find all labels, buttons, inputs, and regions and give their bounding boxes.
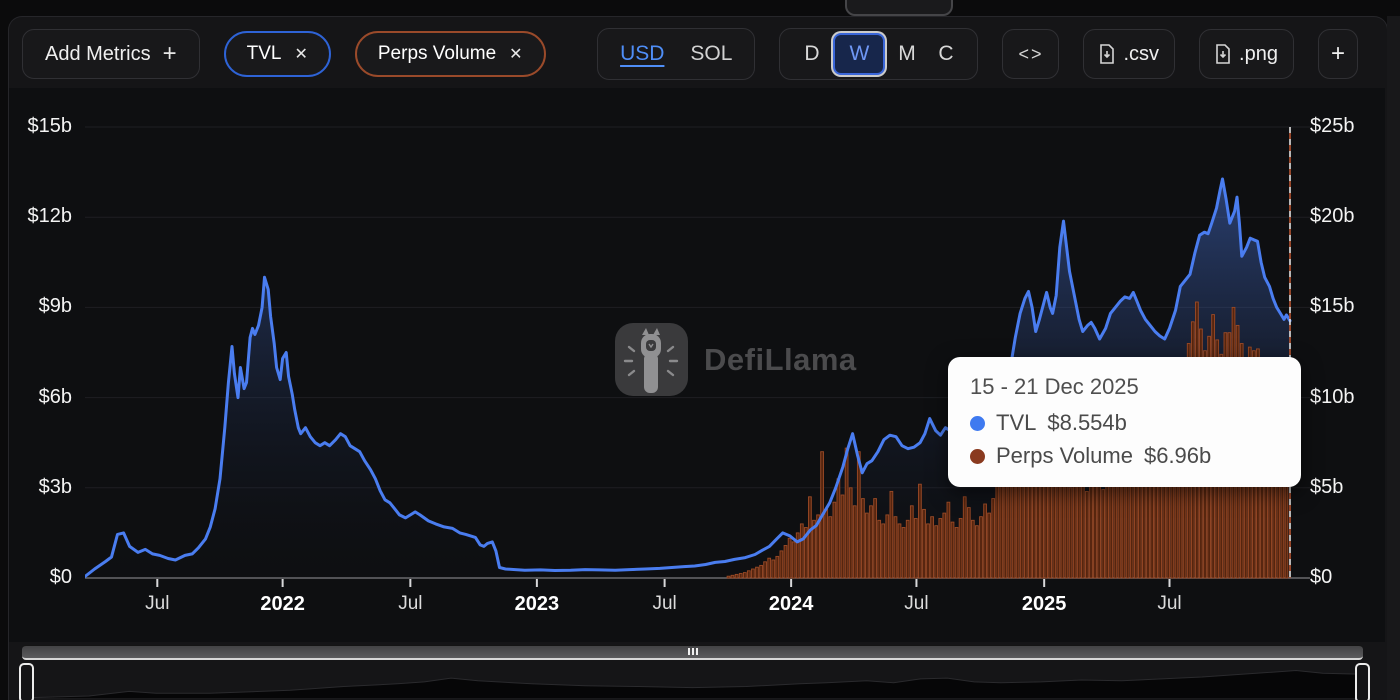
- tooltip-perps-value: $6.96b: [1143, 443, 1212, 468]
- right-edge-gutter: [1387, 16, 1400, 700]
- left-axis-tick-label: $9b: [38, 295, 72, 318]
- left-axis-tick-label: $0: [49, 566, 72, 588]
- left-axis-tick-label: $15b: [27, 115, 73, 137]
- main-chart-plot[interactable]: [85, 100, 1310, 592]
- left-axis-tick-label: $3b: [38, 475, 72, 498]
- x-axis-tick-label: Jul: [652, 593, 677, 614]
- close-icon[interactable]: ✕: [294, 46, 308, 63]
- metric-pill-tvl-label: TVL: [246, 43, 282, 64]
- download-csv-button[interactable]: .csv: [1083, 29, 1176, 79]
- metric-pill-tvl[interactable]: TVL ✕: [223, 31, 331, 77]
- tooltip-perps-label: Perps Volume: [996, 443, 1133, 468]
- tooltip-row-tvl: TVL $8.554b: [970, 410, 1279, 436]
- right-axis-tick-label: $20b: [1310, 205, 1355, 228]
- interval-option-weekly[interactable]: W: [833, 33, 886, 75]
- interval-option-daily[interactable]: D: [792, 33, 831, 75]
- close-icon[interactable]: ✕: [509, 46, 523, 63]
- plus-icon: +: [1330, 40, 1345, 67]
- currency-option-sol[interactable]: SOL: [690, 42, 733, 65]
- add-metrics-label: Add Metrics: [45, 42, 151, 65]
- right-axis-tick-label: $25b: [1310, 115, 1355, 137]
- currency-toggle: USD SOL: [597, 28, 756, 80]
- brush-handle-right[interactable]: [1355, 663, 1370, 700]
- brush-handle-left[interactable]: [19, 663, 34, 700]
- add-chart-button[interactable]: +: [1317, 29, 1358, 79]
- plus-icon: +: [162, 40, 177, 67]
- interval-toggle: D W M C: [779, 28, 979, 80]
- x-axis-tick-label: 2023: [514, 593, 560, 615]
- download-png-button[interactable]: .png: [1199, 29, 1294, 79]
- code-icon: <>: [1018, 43, 1044, 64]
- tooltip-row-perps: Perps Volume $6.96b: [970, 443, 1279, 469]
- tooltip-date-range: 15 - 21 Dec 2025: [970, 374, 1139, 399]
- download-file-icon: [1100, 44, 1115, 64]
- download-file-icon: [1216, 44, 1230, 64]
- x-axis-tick-label: 2022: [260, 593, 305, 615]
- right-axis-tick-label: $0: [1310, 566, 1333, 588]
- collapsed-tab-notch[interactable]: [845, 0, 953, 16]
- timeline-minimap[interactable]: [22, 659, 1363, 699]
- download-csv-label: .csv: [1123, 42, 1160, 65]
- perps-series-dot-icon: [970, 448, 985, 464]
- toolbar: Add Metrics + TVL ✕ Perps Volume ✕ USD S…: [22, 28, 1358, 80]
- x-axis-tick-label: Jul: [1157, 593, 1182, 614]
- right-axis-tick-label: $5b: [1310, 475, 1344, 498]
- timeline-scrollbar[interactable]: [22, 645, 1363, 660]
- interval-option-cumulative[interactable]: C: [926, 33, 965, 75]
- right-axis-tick-label: $15b: [1310, 295, 1355, 318]
- metric-pill-perps-volume[interactable]: Perps Volume ✕: [354, 31, 546, 77]
- tooltip-tvl-label: TVL: [996, 410, 1037, 435]
- interval-option-monthly[interactable]: M: [887, 33, 926, 75]
- x-axis-tick-label: Jul: [145, 593, 170, 614]
- currency-option-usd[interactable]: USD: [620, 42, 665, 65]
- scrollbar-grip-icon[interactable]: [687, 648, 698, 655]
- left-axis-tick-label: $6b: [38, 385, 72, 408]
- add-metrics-button[interactable]: Add Metrics +: [22, 29, 200, 79]
- x-axis-tick-label: Jul: [904, 593, 929, 614]
- metric-pill-perps-label: Perps Volume: [377, 43, 497, 64]
- x-axis-tick-label: 2025: [1021, 593, 1067, 615]
- tooltip-tvl-value: $8.554b: [1047, 410, 1127, 435]
- x-axis-tick-label: 2024: [768, 593, 814, 615]
- chart-tooltip: 15 - 21 Dec 2025 TVL $8.554b Perps Volum…: [948, 357, 1301, 487]
- left-axis-tick-label: $12b: [27, 205, 73, 228]
- download-png-label: .png: [1239, 42, 1278, 65]
- x-axis-tick-label: Jul: [398, 593, 423, 614]
- embed-code-button[interactable]: <>: [1002, 29, 1060, 79]
- right-axis-tick-label: $10b: [1310, 385, 1355, 408]
- tvl-series-dot-icon: [970, 415, 985, 431]
